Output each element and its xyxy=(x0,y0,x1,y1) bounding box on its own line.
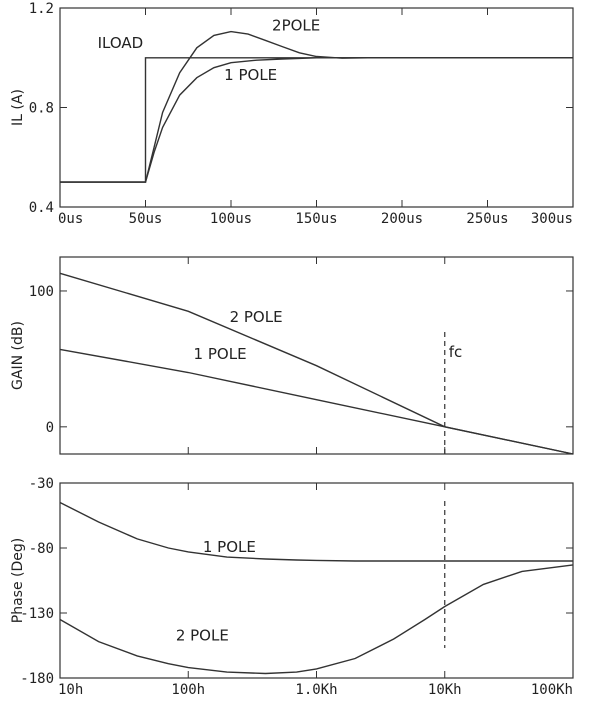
series-annotation: 2 POLE xyxy=(176,626,229,644)
y-axis-label: Phase (Deg) xyxy=(10,538,26,623)
x-tick-label: 100h xyxy=(171,682,205,698)
y-tick-label: 0 xyxy=(46,420,54,436)
y-tick-label: -180 xyxy=(20,671,54,687)
y-axis-label: GAIN (dB) xyxy=(10,321,26,390)
y-tick-label: 100 xyxy=(29,284,54,300)
series-annotation: 1 POLE xyxy=(194,345,247,363)
y-tick-label: -80 xyxy=(29,541,54,557)
series-line xyxy=(60,57,573,183)
y-tick-label: 0.4 xyxy=(29,200,54,216)
series-annotation: ILOAD xyxy=(98,34,144,52)
series-line xyxy=(60,57,573,183)
x-tick-label: 300us xyxy=(531,211,573,227)
x-tick-label: 50us xyxy=(129,211,163,227)
x-tick-label: 200us xyxy=(381,211,423,227)
series-annotation: 1 POLE xyxy=(203,538,256,556)
series-line xyxy=(60,30,573,183)
series-line xyxy=(59,564,574,675)
x-tick-label: 150us xyxy=(295,211,337,227)
y-axis-label: IL (A) xyxy=(10,89,26,126)
x-tick-label: 10h xyxy=(58,682,83,698)
x-tick-label: 10Kh xyxy=(428,682,462,698)
y-tick-label: -130 xyxy=(20,606,54,622)
x-tick-label: 1.0Kh xyxy=(295,682,337,698)
series-annotation: 2 POLE xyxy=(230,308,283,326)
y-tick-label: 1.2 xyxy=(29,1,54,17)
series-line xyxy=(59,501,573,562)
series-annotation: 1 POLE xyxy=(224,66,277,84)
x-tick-label: 100us xyxy=(210,211,252,227)
series-line xyxy=(59,348,574,455)
plot-frame xyxy=(59,256,574,455)
y-tick-label: 0.8 xyxy=(29,101,54,117)
x-tick-label: 100Kh xyxy=(531,682,573,698)
series-annotation: 2POLE xyxy=(272,16,320,34)
x-tick-label: 0us xyxy=(58,211,83,227)
y-tick-label: -30 xyxy=(29,476,54,492)
fc-label: fc xyxy=(449,343,463,361)
x-tick-label: 250us xyxy=(466,211,508,227)
